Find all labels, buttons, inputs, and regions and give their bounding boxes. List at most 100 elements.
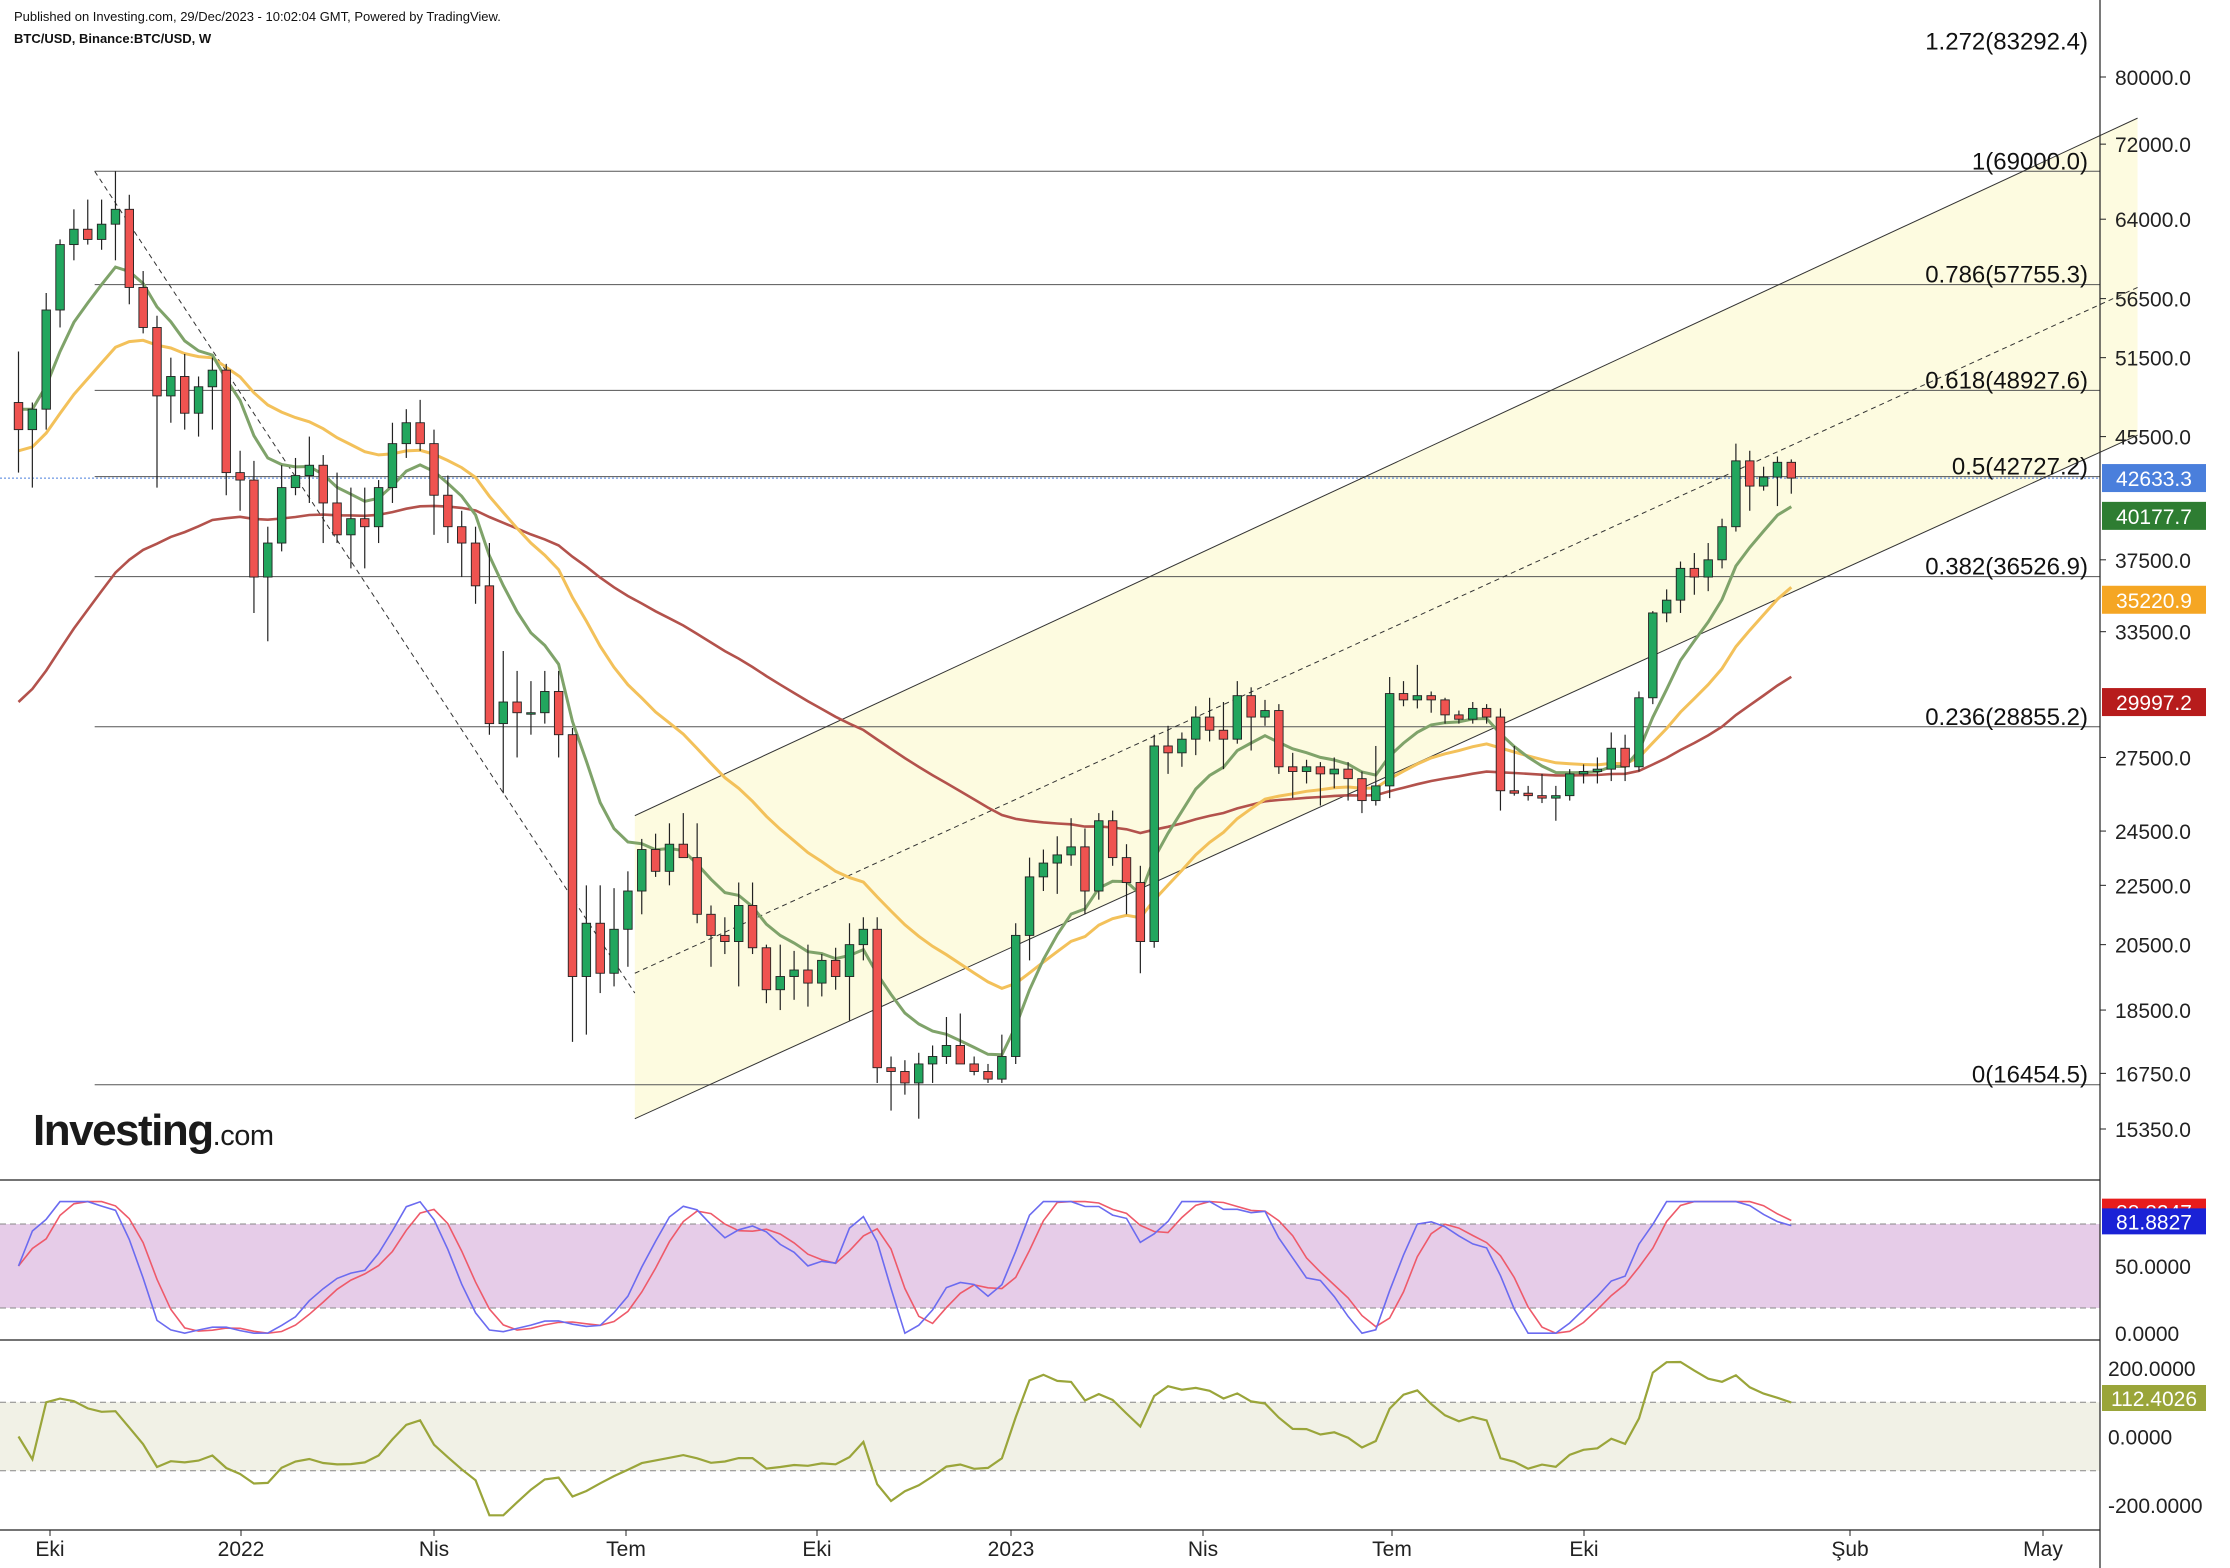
candle-body [567, 734, 578, 977]
stoch-k-line [17, 1200, 1792, 1335]
candle-body [1038, 862, 1049, 878]
candle-body [1717, 526, 1727, 561]
x-tick-label: Nis [1188, 1538, 1218, 1561]
candle-body [1163, 745, 1173, 754]
price-badge-text: 29997.2 [2116, 692, 2192, 715]
price-badge [2102, 688, 2206, 717]
candle-body [1274, 710, 1284, 768]
cci-tick-label: 200.0000 [2108, 1358, 2196, 1381]
candle-body [734, 905, 744, 942]
candle-body [927, 1056, 938, 1065]
candle-body [526, 712, 536, 715]
candle-body [914, 1063, 924, 1084]
candle-body [1080, 846, 1090, 892]
y-tick-label: 20500.0 [2115, 935, 2191, 958]
price-badge-text: 40177.7 [2116, 506, 2192, 529]
candle-body [595, 922, 605, 974]
candle-body [401, 422, 411, 445]
candle-body [360, 518, 370, 528]
candle-body [1384, 693, 1395, 787]
candle-body [1731, 460, 1741, 528]
candle-body [872, 928, 882, 1069]
candle-body [1343, 768, 1353, 780]
y-tick-label: 16750.0 [2115, 1063, 2191, 1086]
candle-body [1578, 771, 1589, 775]
candle-body [1024, 876, 1035, 936]
candle-body [110, 208, 121, 225]
candle-body [1357, 778, 1367, 802]
stoch-band [0, 1224, 2100, 1308]
logo-suffix: .com [212, 1120, 274, 1152]
candle-body [1066, 846, 1076, 856]
candle-body [457, 526, 467, 544]
y-tick-label: 51500.0 [2115, 348, 2191, 371]
candle-body [1204, 716, 1215, 731]
y-tick-label: 80000.0 [2115, 67, 2191, 90]
candle-body [650, 849, 661, 872]
candle-body [221, 369, 231, 474]
price-badge [2102, 585, 2206, 614]
candle-body [1426, 695, 1436, 701]
investing-logo: Investing.com [33, 1106, 274, 1156]
stoch-badge-text: 81.8827 [2116, 1211, 2192, 1234]
x-tick-label: 2022 [218, 1538, 265, 1561]
candle-body [512, 701, 522, 714]
candle-body [969, 1063, 979, 1072]
candle-body [470, 542, 481, 587]
x-tick-label: 2023 [988, 1538, 1035, 1561]
candle-body [96, 223, 107, 240]
candle-body [830, 959, 841, 977]
cci-tick-label: -200.0000 [2108, 1495, 2203, 1518]
candle-body [664, 843, 675, 872]
stoch-tick-label: 50.0000 [2115, 1256, 2191, 1279]
cci-badge [2102, 1385, 2206, 1412]
candle-body [803, 969, 813, 984]
y-tick-label: 18500.0 [2115, 1000, 2191, 1023]
candle-body [429, 443, 439, 496]
candle-body [138, 286, 148, 328]
candle-body [1287, 766, 1298, 772]
candle-body [166, 376, 176, 397]
fib-label: 0.618(48927.6) [1925, 367, 2088, 394]
candle-body [27, 408, 38, 431]
x-tick-label: Eki [802, 1538, 831, 1561]
candle-body [1301, 766, 1312, 772]
x-tick-label: Nis [419, 1538, 449, 1561]
candle-body [1495, 716, 1506, 792]
candle-body [1260, 710, 1270, 718]
candle-body [1675, 567, 1686, 601]
y-tick-label: 27500.0 [2115, 747, 2191, 770]
candle-body [678, 843, 688, 859]
candle-body [1329, 768, 1339, 775]
candle-body [1454, 714, 1464, 720]
symbol-title: BTC/USD, Binance:BTC/USD, W [14, 31, 212, 46]
candle-body [955, 1045, 965, 1065]
candle-body [41, 309, 51, 410]
candle-body [540, 691, 550, 714]
candle-body [1412, 695, 1423, 701]
candle-body [13, 402, 24, 431]
candle-body [983, 1071, 993, 1080]
candle-body [1218, 729, 1229, 740]
candle-body [1398, 693, 1409, 701]
candle-body [692, 857, 702, 915]
y-tick-label: 37500.0 [2115, 550, 2191, 573]
fib-label: 0.5(42727.2) [1952, 454, 2088, 481]
candle-body [387, 443, 398, 489]
cci-band [0, 1402, 2100, 1471]
candle-body [637, 849, 647, 892]
cci-badge-text: 112.4026 [2111, 1388, 2197, 1411]
candle-body [1592, 768, 1603, 772]
candle-body [1246, 695, 1256, 718]
x-tick-label: Eki [1569, 1538, 1598, 1561]
candle-body [581, 922, 592, 977]
candle-body [1689, 567, 1700, 578]
x-tick-label: Şub [1831, 1538, 1868, 1561]
candle-body [1620, 747, 1630, 768]
y-tick-label: 33500.0 [2115, 622, 2191, 645]
candle-body [1371, 785, 1381, 802]
x-tick-label: Tem [1372, 1538, 1412, 1561]
candle-body [1564, 773, 1575, 797]
candle-body [290, 475, 301, 489]
